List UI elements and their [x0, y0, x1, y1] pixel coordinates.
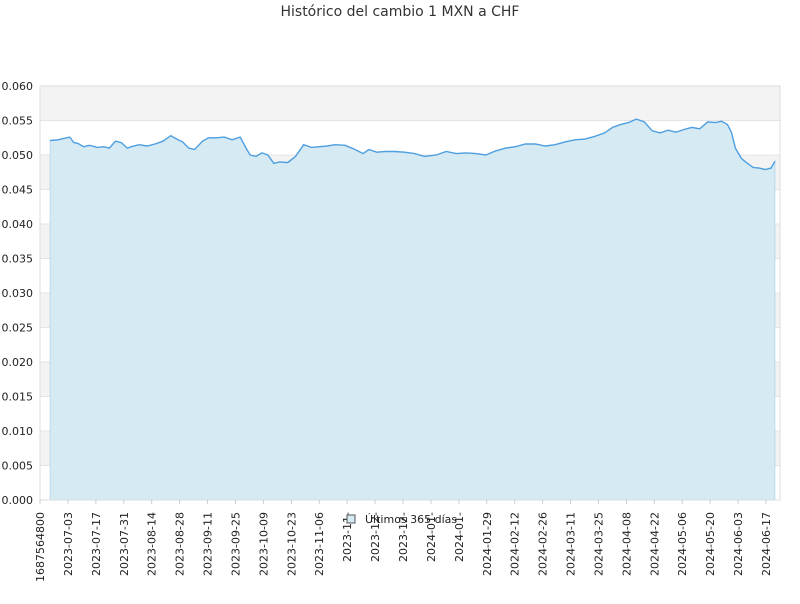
x-tick-label: 2023-09-11	[202, 512, 215, 576]
y-tick-label: 0.010	[2, 425, 34, 438]
x-tick-label: 2023-11-	[341, 512, 354, 562]
x-tick-label: 2023-07-03	[62, 512, 75, 576]
y-tick-label: 0.015	[2, 391, 34, 404]
y-axis-ticks: 0.000 0.005 0.010 0.015 0.020 0.025 0.030 0.035…	[2, 80, 34, 507]
chart-title: Histórico del cambio 1 MXN a CHF	[280, 4, 520, 20]
y-tick-label: 0.025	[2, 322, 34, 335]
x-tick-label: 2023-08-14	[146, 512, 159, 576]
x-tick-label: 2024-02-26	[537, 512, 550, 576]
x-tick-label: 2024-01-	[453, 512, 466, 562]
x-tick-label: 2024-03-25	[592, 512, 605, 576]
x-tick-label: 2024-04-22	[648, 512, 661, 576]
y-tick-label: 0.030	[2, 287, 34, 300]
x-tick-label: 1687564800	[34, 512, 47, 582]
x-tick-label: 2023-07-17	[90, 512, 103, 576]
legend-label[interactable]: Últimos 365 días	[365, 513, 457, 526]
x-tick-label: 2024-06-03	[732, 512, 745, 576]
x-tick-label: 2023-11-06	[313, 512, 326, 576]
x-tick-label: 2024-02-12	[509, 512, 522, 576]
y-tick-label: 0.045	[2, 184, 34, 197]
y-tick-label: 0.050	[2, 149, 34, 162]
x-tick-label: 2023-07-31	[118, 512, 131, 576]
y-tick-label: 0.005	[2, 460, 34, 473]
x-tick-label: 2024-01-29	[481, 512, 494, 576]
x-axis-ticks: 1687564800 2023-07-03 2023-07-17 2023-07-31…	[34, 500, 773, 582]
x-tick-label: 2024-01-	[425, 512, 438, 562]
y-tick-label: 0.020	[2, 356, 34, 369]
x-tick-label: 2024-04-08	[620, 512, 633, 576]
y-tick-label: 0.060	[2, 80, 34, 93]
x-tick-label: 2024-06-17	[760, 512, 773, 576]
y-tick-label: 0.000	[2, 494, 34, 507]
x-tick-label: 2023-10-23	[285, 512, 298, 576]
series-line	[49, 118, 776, 171]
plot-frame	[39, 85, 781, 501]
legend-swatch[interactable]	[346, 514, 356, 524]
y-tick-label: 0.040	[2, 218, 34, 231]
x-tick-label: 2024-05-06	[676, 512, 689, 576]
x-tick-label: 2023-09-25	[229, 512, 242, 576]
x-tick-label: 2023-12-	[397, 512, 410, 562]
y-tick-label: 0.035	[2, 253, 34, 266]
legend[interactable]: Últimos 365 días	[346, 513, 457, 526]
y-tick-label: 0.055	[2, 115, 34, 128]
x-tick-label: 2024-05-20	[704, 512, 717, 576]
plot-area	[49, 118, 776, 501]
area-fill	[49, 118, 776, 501]
x-tick-label: 2023-10-09	[257, 512, 270, 576]
x-tick-label: 2024-03-11	[565, 512, 578, 576]
x-tick-label: 2023-08-28	[174, 512, 187, 576]
band-11	[40, 86, 780, 121]
x-tick-label: 2023-12-	[369, 512, 382, 562]
